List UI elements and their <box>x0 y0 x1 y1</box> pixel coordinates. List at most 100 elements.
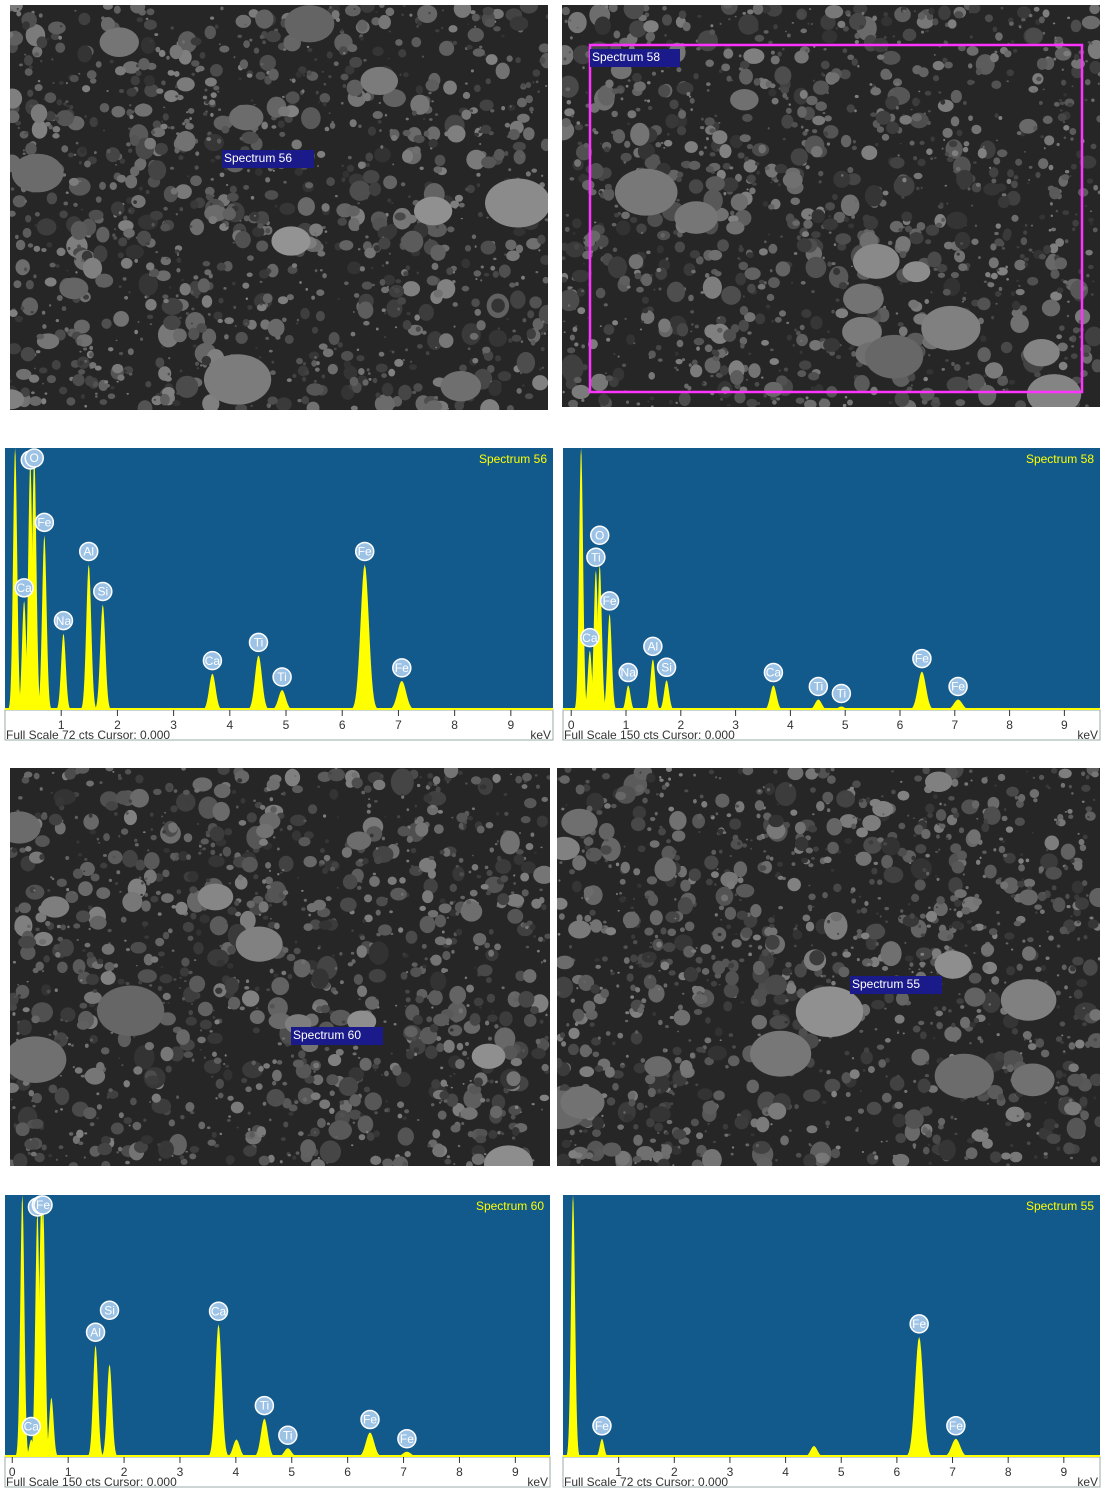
grain <box>109 879 112 882</box>
grain <box>191 60 200 67</box>
grain <box>535 774 538 776</box>
grain <box>802 914 810 921</box>
grain <box>914 775 922 781</box>
grain <box>1069 1042 1076 1050</box>
grain <box>270 370 276 375</box>
grain <box>827 331 830 333</box>
grain <box>435 113 438 116</box>
grain <box>800 29 807 34</box>
grain <box>771 320 774 323</box>
grain <box>416 271 419 274</box>
grain <box>471 69 474 72</box>
grain <box>951 116 960 126</box>
grain <box>1013 49 1017 53</box>
grain <box>179 987 182 989</box>
grain <box>391 768 414 795</box>
grain <box>128 128 131 130</box>
grain <box>536 785 540 789</box>
grain <box>265 177 270 182</box>
grain <box>348 218 359 231</box>
grain <box>76 763 89 773</box>
grain <box>903 29 917 41</box>
grain <box>138 321 140 322</box>
grain <box>541 961 543 963</box>
grain <box>618 355 620 357</box>
grain <box>826 91 829 94</box>
grain <box>358 124 362 128</box>
grain <box>136 965 138 967</box>
grain <box>871 868 877 875</box>
grain <box>735 893 738 896</box>
grain <box>973 161 977 164</box>
grain <box>443 80 457 94</box>
grain <box>162 830 165 833</box>
grain <box>700 126 704 129</box>
grain <box>300 1139 316 1157</box>
grain <box>440 1080 447 1087</box>
grain <box>384 816 386 818</box>
grain <box>705 344 713 352</box>
grain <box>647 100 650 103</box>
grain <box>228 997 240 1010</box>
grain <box>529 107 534 112</box>
grain <box>720 365 729 375</box>
grain <box>29 374 40 382</box>
grain <box>168 928 173 933</box>
grain <box>993 848 996 851</box>
grain <box>412 391 416 394</box>
grain <box>782 48 784 51</box>
grain <box>574 159 581 167</box>
grain <box>84 943 90 948</box>
grain <box>633 342 635 344</box>
grain <box>951 362 955 366</box>
grain <box>55 42 65 52</box>
grain <box>25 142 36 155</box>
grain <box>653 289 655 291</box>
grain <box>808 894 815 901</box>
grain <box>416 85 424 94</box>
grain <box>206 195 213 201</box>
grain <box>630 217 637 223</box>
grain <box>301 1089 310 1097</box>
grain <box>459 858 464 863</box>
grain <box>747 144 753 149</box>
grain <box>1020 254 1025 259</box>
grain <box>747 1080 759 1093</box>
grain <box>329 1108 334 1114</box>
grain <box>76 1130 84 1138</box>
grain <box>402 150 413 163</box>
grain <box>1051 215 1053 218</box>
grain <box>505 240 516 251</box>
grain <box>156 891 161 895</box>
grain <box>219 202 224 207</box>
grain <box>282 1082 287 1086</box>
grain <box>823 218 838 230</box>
grain <box>510 105 512 107</box>
grain <box>35 212 40 217</box>
grain <box>617 1033 623 1039</box>
grain <box>288 974 293 979</box>
grain <box>608 256 627 278</box>
grain <box>893 35 895 37</box>
grain <box>209 1030 212 1032</box>
grain <box>979 857 981 859</box>
grain <box>570 36 573 39</box>
grain <box>204 134 224 151</box>
grain <box>918 67 928 77</box>
grain <box>125 175 137 189</box>
grain <box>593 1051 600 1057</box>
grain <box>556 1154 571 1169</box>
grain <box>168 357 170 359</box>
grain <box>672 1164 674 1166</box>
grain <box>256 240 268 251</box>
grain <box>398 1127 414 1145</box>
grain <box>376 847 379 850</box>
grain <box>738 877 744 883</box>
grain <box>308 804 317 814</box>
grain <box>582 180 594 191</box>
grain <box>495 843 498 845</box>
grain <box>474 998 484 1007</box>
grain <box>417 784 420 787</box>
grain <box>385 8 394 16</box>
grain <box>676 369 679 372</box>
